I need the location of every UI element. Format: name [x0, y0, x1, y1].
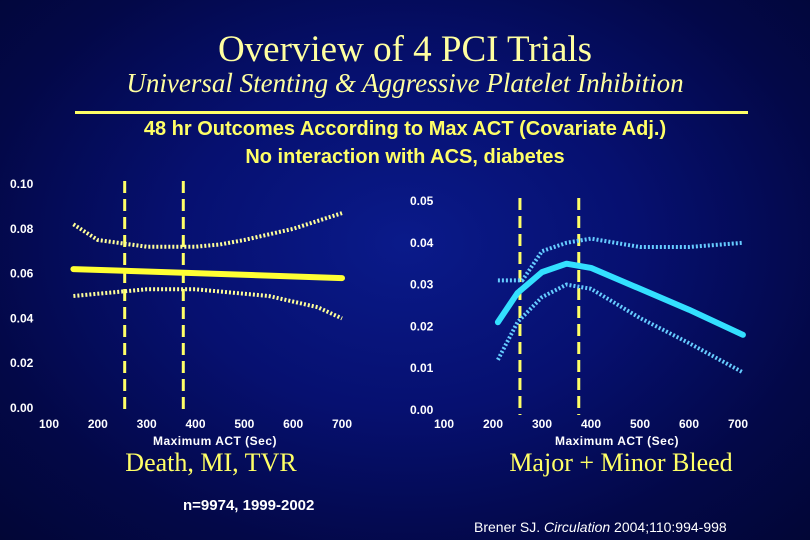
page-subtitle: Universal Stenting & Aggressive Platelet…: [126, 68, 684, 98]
right-y-tick-label: 0.04: [410, 236, 434, 250]
right-y-tick-label: 0.00: [410, 403, 434, 417]
right-y-tick-label: 0.02: [410, 319, 434, 333]
section-subheading: No interaction with ACS, diabetes: [245, 146, 565, 168]
right-y-tick-label: 0.03: [410, 278, 434, 292]
citation-journal: Circulation: [544, 519, 611, 535]
right-x-tick-label: 200: [483, 417, 503, 431]
left-y-tick-label: 0.00: [10, 401, 34, 415]
left-y-tick-label: 0.10: [10, 177, 34, 191]
right-x-axis-label: Maximum ACT (Sec): [555, 434, 679, 448]
left-x-axis-label: Maximum ACT (Sec): [153, 434, 277, 448]
right-x-tick-label: 500: [630, 417, 650, 431]
left-chart-caption: Death, MI, TVR: [125, 448, 297, 477]
right-x-tick-label: 700: [728, 417, 748, 431]
left-upper-ci-line: [72, 211, 343, 249]
left-y-tick-label: 0.02: [10, 356, 34, 370]
section-heading: 48 hr Outcomes According to Max ACT (Cov…: [143, 118, 667, 140]
right-y-tick-label: 0.01: [410, 361, 434, 375]
left-x-tick-label: 100: [39, 417, 59, 431]
right-upper-ci-line: [497, 236, 744, 283]
right-chart-caption: Major + Minor Bleed: [509, 448, 732, 477]
footnote: n=9974, 1999-2002: [183, 497, 315, 514]
right-y-tick-label: 0.05: [410, 194, 434, 208]
left-y-tick-label: 0.06: [10, 267, 34, 281]
right-estimate-line: [494, 260, 746, 338]
left-y-tick-label: 0.04: [10, 311, 34, 325]
citation: Brener SJ. Circulation 2004;110:994-998: [474, 519, 727, 535]
right-lower-ci-line: [496, 282, 744, 375]
left-x-tick-label: 700: [332, 417, 352, 431]
citation-details: 2004;110:994-998: [610, 519, 727, 535]
left-x-tick-label: 200: [88, 417, 108, 431]
page-title: Overview of 4 PCI Trials: [217, 29, 593, 70]
left-x-tick-label: 400: [185, 417, 205, 431]
right-x-tick-label: 100: [434, 417, 454, 431]
right-x-tick-label: 600: [679, 417, 699, 431]
title-divider: [75, 111, 748, 114]
left-y-tick-label: 0.08: [10, 222, 34, 236]
citation-authors: Brener SJ.: [474, 519, 545, 535]
right-x-tick-label: 300: [532, 417, 552, 431]
left-x-tick-label: 600: [283, 417, 303, 431]
left-x-tick-label: 500: [234, 417, 254, 431]
right-x-tick-label: 400: [581, 417, 601, 431]
left-lower-ci-line: [73, 287, 343, 321]
left-x-tick-label: 300: [137, 417, 157, 431]
left-estimate-line: [70, 266, 345, 282]
